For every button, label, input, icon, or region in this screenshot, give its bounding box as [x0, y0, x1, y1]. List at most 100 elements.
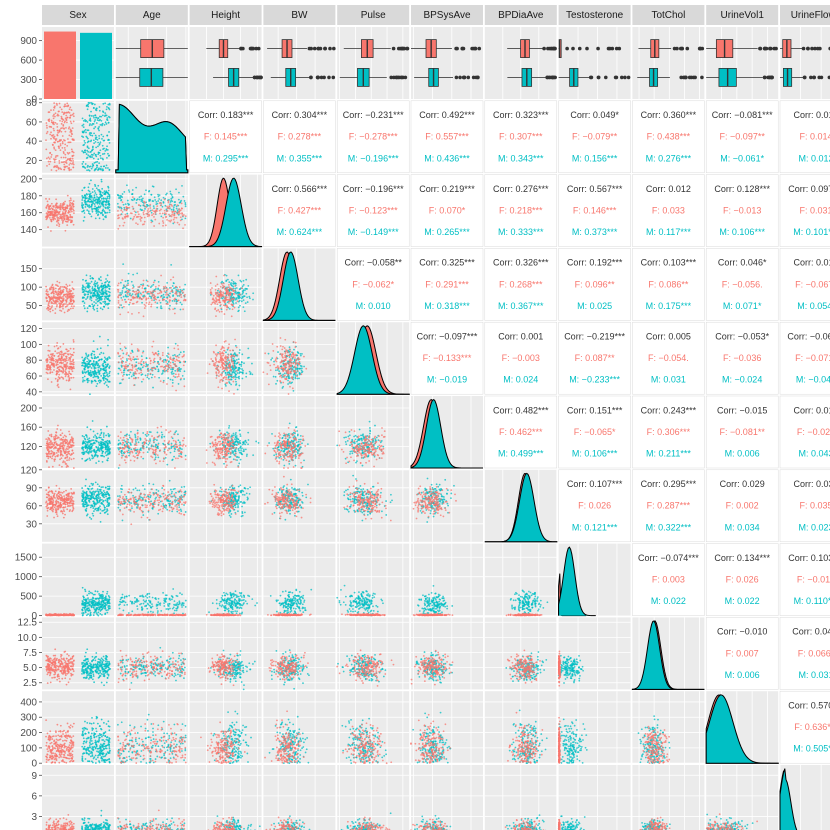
panel-corr-age-height: Corr: 0.183*** F: 0.145*** M: 0.295*** — [189, 100, 262, 174]
panel-scatter-urineflow1-urinevol1 — [705, 765, 779, 830]
density-m — [779, 768, 798, 830]
corr-male: M: 0.043 — [798, 448, 830, 458]
panel-corr-testosterone-urineflow1: Corr: 0.103*** F: −0.016 M: 0.110*** — [779, 543, 830, 616]
corr-male: M: 0.106*** — [572, 448, 618, 458]
corr-overall: Corr: 0.325*** — [419, 258, 475, 268]
column-strip-totchol — [632, 5, 705, 25]
corr-female: F: −0.123*** — [349, 205, 398, 215]
corr-female: F: 0.026 — [726, 574, 759, 584]
panel-scatter-totchol-bpdiaave — [484, 617, 558, 690]
corr-female: F: 0.035 — [799, 501, 830, 511]
panel-corr-age-bw: Corr: 0.304*** F: 0.278*** M: 0.355*** — [263, 100, 336, 174]
panel-corr-pulse-testosterone: Corr: −0.219*** F: 0.087** M: −0.233*** — [558, 321, 631, 395]
panel-scatter-urineflow1-pulse — [337, 765, 410, 830]
column-strip-urineflow1 — [780, 5, 830, 25]
panel-scatter-urinevol1-testosterone — [557, 691, 631, 764]
y-tick-label: 12.5 — [18, 618, 38, 629]
corr-male: M: 0.121*** — [572, 522, 618, 532]
panel-corr-bpsysave-totchol: Corr: 0.243*** F: 0.306*** M: 0.211*** — [632, 395, 705, 469]
corr-male: M: 0.024 — [503, 375, 538, 385]
panel-jitter-pulse — [42, 322, 114, 396]
corr-male: M: 0.034 — [725, 522, 760, 532]
corr-female: F: 0.145*** — [204, 132, 248, 142]
corr-overall: Corr: 0.107*** — [567, 479, 623, 489]
panel-scatter-totchol-pulse — [336, 617, 410, 690]
y-tick-label: 60 — [26, 372, 38, 383]
corr-male: M: 0.276*** — [646, 153, 692, 163]
corr-male: M: 0.211*** — [646, 448, 691, 458]
y-tick-label: 80 — [26, 356, 38, 367]
corr-male: M: 0.343*** — [498, 153, 544, 163]
panel-corr-age-urinevol1: Corr: −0.081*** F: −0.097** M: −0.061* — [705, 100, 779, 174]
corr-overall: Corr: −0.010 — [717, 627, 767, 637]
boxplot-m — [270, 68, 336, 87]
column-label-urinevol1: UrineVol1 — [721, 10, 765, 21]
corr-overall: Corr: 0.566*** — [272, 184, 328, 194]
density-m — [705, 694, 779, 764]
corr-male: M: 0.436*** — [424, 153, 470, 163]
corr-female: F: 0.026 — [578, 501, 611, 511]
column-strip-bpsysave — [411, 5, 483, 25]
y-tick-label: 20 — [26, 156, 38, 167]
boxplot-f — [115, 39, 188, 58]
corr-female: F: −0.056. — [722, 279, 763, 289]
panel-scatter-urinevol1-bpdiaave — [484, 691, 558, 764]
corr-female: F: −0.067* — [795, 279, 830, 289]
panel-corr-height-urinevol1: Corr: 0.128*** F: −0.013 M: 0.106*** — [705, 174, 779, 247]
panel-scatter-testosterone-height — [189, 543, 262, 617]
panel-scatter-height-age — [115, 174, 188, 247]
corr-female: F: −0.071* — [795, 353, 830, 363]
corr-overall: Corr: 0.276*** — [493, 184, 549, 194]
panel-corr-bpdiaave-testosterone: Corr: 0.107*** F: 0.026 M: 0.121*** — [558, 469, 631, 543]
boxplot-f — [206, 39, 261, 58]
corr-overall: Corr: −0.067** — [787, 331, 830, 341]
panel-scatter-bpdiaave-height — [189, 469, 262, 542]
panel-jitter-bpdiaave — [42, 469, 114, 542]
y-tick-label: 0 — [31, 611, 37, 622]
corr-male: M: 0.006 — [725, 670, 760, 680]
corr-overall: Corr: 0.326*** — [493, 258, 549, 268]
boxplot-f — [343, 39, 410, 58]
panel-scatter-urinevol1-bw — [263, 691, 336, 765]
column-strip-testosterone — [558, 5, 631, 25]
corr-overall: Corr: 0.567*** — [567, 184, 623, 194]
y-tick-label: 0 — [31, 95, 37, 106]
panel-corr-age-bpsysave: Corr: 0.492*** F: 0.557*** M: 0.436*** — [410, 100, 484, 174]
column-label-totchol: TotChol — [651, 10, 685, 21]
panel-corr-height-bw: Corr: 0.566*** F: 0.427*** M: 0.624*** — [263, 174, 336, 247]
panel-corr-bw-totchol: Corr: 0.103*** F: 0.086** M: 0.175*** — [632, 248, 705, 321]
panel-scatter-testosterone-bpdiaave — [484, 543, 558, 617]
corr-overall: Corr: −0.053* — [715, 331, 769, 341]
panel-boxplot-age — [115, 27, 188, 99]
corr-overall: Corr: −0.081*** — [712, 110, 773, 120]
panel-scatter-testosterone-bw — [263, 543, 336, 617]
density-m — [631, 620, 705, 690]
corr-overall: Corr: 0.049* — [570, 110, 619, 120]
corr-male: M: 0.318*** — [424, 301, 470, 311]
column-strip-sex — [42, 5, 114, 25]
panel-corr-urinevol1-urineflow1: Corr: 0.570*** F: 0.636*** M: 0.505*** — [779, 690, 830, 764]
panel-corr-height-bpsysave: Corr: 0.219*** F: 0.070* M: 0.265*** — [410, 174, 484, 247]
corr-female: F: −0.097** — [720, 132, 766, 142]
panel-scatter-urinevol1-bpsysave — [410, 691, 483, 764]
boxplot-m — [558, 68, 631, 87]
boxplot-f — [780, 39, 830, 58]
panel-density-bw — [262, 248, 336, 321]
column-label-age: Age — [143, 10, 161, 21]
panel-scatter-bpsysave-pulse — [336, 396, 410, 468]
y-tick-label: 50 — [26, 301, 38, 312]
panel-corr-bw-urinevol1: Corr: 0.046* F: −0.056. M: 0.071* — [705, 248, 779, 321]
column-strip-bw — [263, 5, 336, 25]
corr-male: M: −0.019 — [427, 375, 467, 385]
corr-male: M: 0.367*** — [498, 301, 544, 311]
boxplot-m — [213, 68, 263, 87]
panel-corr-bw-bpdiaave: Corr: 0.326*** F: 0.268*** M: 0.367*** — [484, 248, 558, 321]
panel-scatter-pulse-bw — [262, 322, 336, 395]
panel-corr-height-totchol: Corr: 0.012 F: 0.033 M: 0.117*** — [632, 174, 705, 247]
corr-female: F: 0.218*** — [499, 205, 543, 215]
corr-overall: Corr: 0.012 — [646, 184, 691, 194]
corr-male: M: −0.061* — [720, 153, 764, 163]
panel-scatter-urinevol1-pulse — [337, 691, 410, 765]
corr-female: F: 0.557*** — [425, 132, 469, 142]
panel-density-bpsysave — [410, 396, 483, 469]
